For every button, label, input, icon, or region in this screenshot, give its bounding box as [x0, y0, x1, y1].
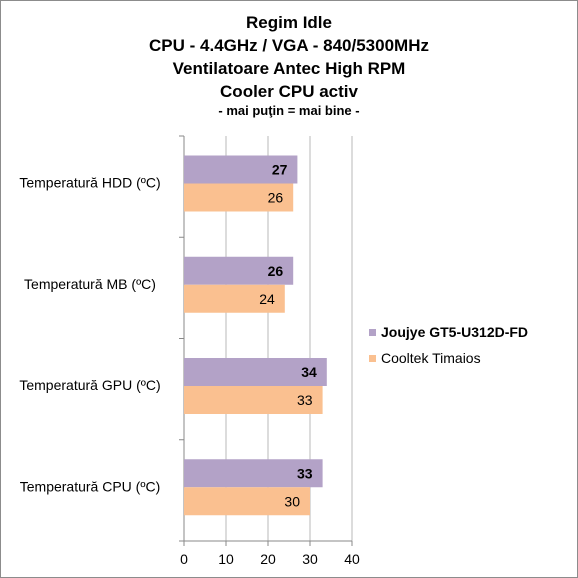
- data-label: 30: [284, 493, 300, 509]
- chart-title-line-1: Regim Idle: [246, 13, 332, 32]
- category-label: Temperatură MB (ºC): [24, 276, 156, 292]
- chart-title-line-4: Cooler CPU activ: [220, 82, 358, 101]
- category-label: Temperatură GPU (ºC): [19, 377, 160, 393]
- data-label: 26: [268, 263, 284, 279]
- x-tick-label: 20: [260, 551, 276, 567]
- plot-area: 0 10 20 30 40 Temperatură HDD (ºC) 27 26 Tempera…: [19, 135, 360, 567]
- data-label: 33: [297, 392, 313, 408]
- x-tick-label: 0: [180, 551, 188, 567]
- data-label: 33: [297, 465, 313, 481]
- data-label: 34: [301, 364, 317, 380]
- legend-swatch: [369, 329, 376, 336]
- legend-label: Cooltek Timaios: [381, 350, 481, 366]
- bar-cooltek: [184, 284, 285, 313]
- bar-cooltek: [184, 487, 310, 516]
- category-label: Temperatură HDD (ºC): [19, 175, 160, 191]
- x-tick-label: 10: [218, 551, 234, 567]
- bar-joujye: [184, 256, 294, 285]
- bar-cooltek: [184, 386, 323, 414]
- chart-title-line-2: CPU - 4.4GHz / VGA - 840/5300MHz: [149, 36, 429, 55]
- bar-joujye: [184, 459, 323, 488]
- chart-subtitle: - mai puţin = mai bine -: [218, 103, 359, 118]
- legend-label: Joujye GT5-U312D-FD: [381, 324, 528, 340]
- bar-joujye: [184, 358, 327, 386]
- data-label: 27: [272, 162, 288, 178]
- chart-title-line-3: Ventilatoare Antec High RPM: [173, 59, 406, 78]
- category-label: Temperatură CPU (ºC): [20, 478, 160, 494]
- bar-cooltek: [184, 183, 294, 212]
- x-tick-label: 40: [344, 551, 360, 567]
- legend: Joujye GT5-U312D-FD Cooltek Timaios: [369, 324, 528, 366]
- data-label: 24: [259, 291, 275, 307]
- legend-swatch: [369, 355, 376, 362]
- data-label: 26: [268, 190, 284, 206]
- x-tick-label: 30: [302, 551, 318, 567]
- chart-titles: Regim Idle CPU - 4.4GHz / VGA - 840/5300M…: [149, 13, 429, 118]
- bar-joujye: [184, 155, 298, 184]
